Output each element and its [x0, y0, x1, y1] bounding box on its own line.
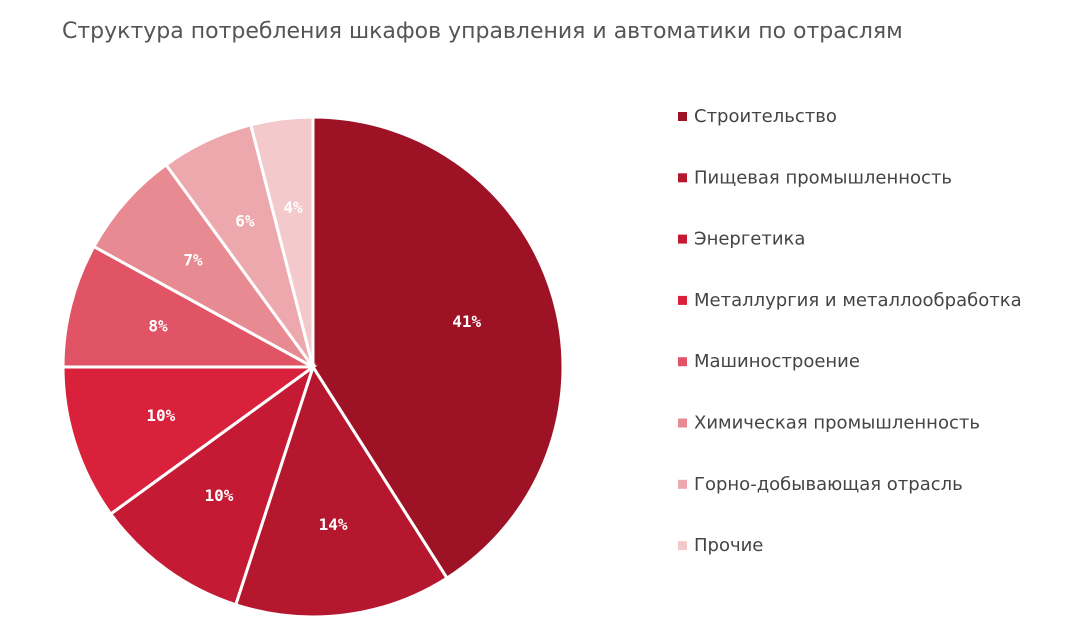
legend-label: Прочие: [694, 535, 763, 556]
legend-swatch: [678, 357, 687, 367]
slice-label: 8%: [148, 317, 168, 336]
pie-slice: [233, 363, 450, 619]
slice-label: 10%: [146, 406, 175, 425]
legend-swatch: [678, 112, 687, 121]
legend-swatch: [678, 295, 687, 305]
slice-label: 6%: [235, 212, 255, 231]
slice-label: 4%: [283, 198, 303, 217]
slice-label: 14%: [319, 515, 348, 534]
legend-swatch: [678, 541, 687, 551]
legend-swatch: [678, 234, 687, 244]
slice-label: 7%: [183, 251, 203, 270]
legend-swatch: [678, 479, 687, 489]
slice-label: 41%: [452, 312, 481, 331]
pie-slice: [108, 363, 316, 607]
slice-label: 10%: [205, 486, 234, 505]
pie-slice: [61, 244, 314, 369]
legend-label: Энергетика: [694, 229, 805, 250]
legend-label: Пищевая промышленность: [694, 167, 952, 188]
legend-label: Горно-добывающая отрасль: [694, 474, 963, 495]
legend-label: Строительство: [694, 106, 837, 127]
legend-label: Металлургия и металлообработка: [694, 290, 1022, 311]
chart-title: Структура потребления шкафов управления …: [62, 19, 903, 44]
pie-slice: [249, 115, 315, 368]
legend-label: Химическая промышленность: [694, 413, 980, 434]
pie-slice: [91, 162, 315, 369]
legend-label: Машиностроение: [694, 351, 860, 372]
legend-swatch: [678, 418, 687, 428]
legend-swatch: [678, 173, 687, 183]
pie-slice: [61, 365, 318, 517]
